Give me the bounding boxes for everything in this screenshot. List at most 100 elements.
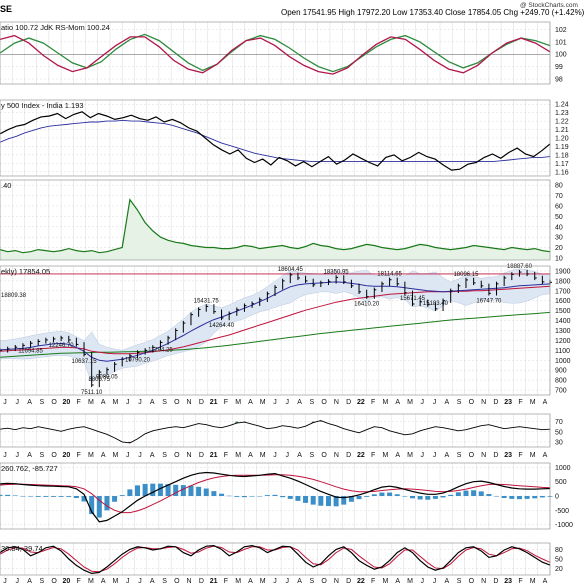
y-tick-label: 60 [555, 203, 563, 210]
macd-histogram-bar [509, 496, 515, 499]
macd-histogram-bar [348, 496, 354, 502]
price-annotation: 15671.45 [400, 296, 426, 302]
price-x-tick-label: 22 [357, 399, 365, 406]
stochastics-title: 30.84, 39.74 [1, 544, 43, 553]
y-tick-label: 20 [555, 566, 563, 573]
rsi-x-tick-label: S [162, 452, 167, 459]
macd-histogram-bar [417, 496, 423, 500]
macd-histogram-bar [303, 496, 309, 503]
y-tick-label: 1000 [555, 358, 571, 365]
rsi-x-tick-label: N [334, 452, 339, 459]
rsi-x-tick-label: S [309, 452, 314, 459]
price-x-tick-label: A [27, 399, 32, 406]
relative-strength-panel-frame [0, 99, 551, 177]
price-annotation: 15431.75 [194, 298, 220, 304]
macd-histogram-bar [196, 486, 202, 496]
macd-histogram-bar [325, 496, 331, 507]
stoch-x-tick-label: 21 [210, 578, 218, 585]
y-tick-label: 1400 [555, 318, 571, 325]
macd-histogram-bar [341, 496, 347, 505]
y-tick-label: 800 [555, 378, 567, 385]
macd-histogram-bar [73, 496, 79, 499]
y-tick-label: 50 [555, 557, 563, 564]
macd-histogram-bar [119, 495, 125, 496]
macd-signal-line [0, 474, 551, 514]
price-x-tick-label: 20 [62, 399, 70, 406]
y-tick-label: 40 [555, 224, 563, 231]
macd-histogram-bar [112, 496, 118, 502]
rsi-x-tick-label: 21 [210, 452, 218, 459]
macd-histogram-bar [234, 496, 240, 497]
macd-histogram-bar [58, 496, 64, 497]
stoch-x-tick-label: J [16, 578, 20, 585]
y-tick-label: 101 [555, 39, 567, 46]
stoch-x-tick-label: D [493, 578, 498, 585]
price-annotation: 11694.85 [18, 348, 43, 354]
stoch-x-tick-label: O [321, 578, 327, 585]
macd-histogram-bar [264, 495, 270, 496]
macd-histogram-bar [532, 496, 538, 499]
stoch-x-tick-label: J [433, 578, 437, 585]
y-tick-label: 1900 [555, 268, 571, 275]
y-tick-label: 1100 [555, 348, 570, 355]
macd-histogram-bar [494, 496, 500, 497]
macd-histogram-bar [524, 496, 530, 499]
y-tick-label: 50 [555, 214, 563, 221]
y-tick-label: 80 [555, 547, 563, 554]
price-annotation: 18887.60 [507, 264, 533, 270]
macd-histogram-bar [333, 496, 339, 507]
rsi-x-tick-label: A [395, 452, 400, 459]
y-tick-label: 1.23 [555, 110, 569, 117]
macd-title: 260.762, -85.727 [1, 464, 58, 473]
price-x-tick-label: A [150, 399, 155, 406]
relative-strength-ma-line [0, 119, 551, 163]
macd-histogram-bar [379, 492, 385, 496]
macd-histogram-bar [150, 483, 156, 496]
rsi-x-tick-label: D [199, 452, 204, 459]
y-tick-label: 0 [555, 494, 559, 501]
price-x-tick-label: S [309, 399, 314, 406]
macd-histogram-bar [257, 496, 263, 497]
y-tick-label: 102 [555, 27, 567, 34]
stoch-x-tick-label: M [383, 578, 389, 585]
rsi-x-tick-label: O [321, 452, 327, 459]
stoch-x-tick-label: S [457, 578, 462, 585]
stoch-x-tick-label: A [543, 578, 548, 585]
price-annotation: 12246.70 [49, 343, 75, 349]
macd-histogram-bar [425, 496, 431, 500]
rsi-x-tick-label: J [16, 452, 20, 459]
stoch-x-tick-label: S [39, 578, 44, 585]
price-annotation: 16747.70 [476, 298, 502, 304]
volatility-area [0, 199, 550, 260]
price-annotation: 8806.75 [88, 377, 110, 383]
rsi-x-tick-label: 23 [504, 452, 512, 459]
macd-histogram-bar [478, 491, 484, 496]
y-tick-label: 1.16 [555, 169, 569, 176]
macd-histogram-bar [272, 494, 278, 496]
price-annotation: 18350.95 [324, 269, 350, 275]
stoch-x-tick-label: M [235, 578, 241, 585]
macd-histogram-bar [5, 494, 11, 496]
macd-histogram-bar [0, 494, 3, 496]
y-tick-label: 10 [555, 255, 563, 262]
price-x-tick-label: A [101, 399, 106, 406]
rsi-x-tick-label: S [39, 452, 44, 459]
y-tick-label: 1.21 [555, 127, 569, 134]
rsi-x-tick-label: J [286, 452, 290, 459]
macd-histogram-bar [226, 495, 232, 497]
price-panel-frame [0, 265, 551, 396]
price-x-tick-label: M [407, 399, 413, 406]
rrg-indicators-panel-frame [0, 21, 551, 85]
macd-histogram-bar [173, 484, 179, 496]
price-annotation: 10637.15 [72, 359, 98, 365]
rsi-x-tick-label: J [126, 452, 130, 459]
price-x-tick-label: F [224, 399, 228, 406]
stoch-k-line [0, 544, 551, 575]
y-tick-label: 1000 [555, 465, 571, 472]
macd-histogram-bar [188, 485, 194, 496]
rsi-x-tick-label: N [481, 452, 486, 459]
stoch-x-tick-label: M [530, 578, 536, 585]
rsi-x-tick-label: F [371, 452, 375, 459]
rsi-x-tick-label: J [433, 452, 437, 459]
